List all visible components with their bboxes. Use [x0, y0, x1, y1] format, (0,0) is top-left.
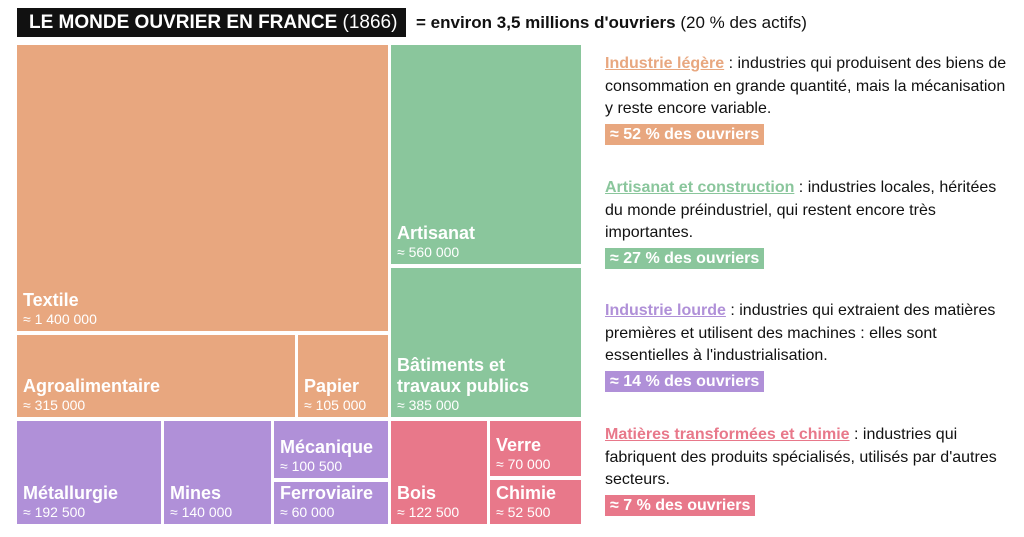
legend-lourde: Industrie lourde : industries qui extrai… — [605, 300, 1010, 393]
tile-label: Métallurgie — [23, 483, 119, 503]
legend-artisanat: Artisanat et construction : industries l… — [605, 177, 1010, 270]
tile-label: Mines — [170, 483, 222, 503]
tile-label: Ferroviaire — [280, 483, 374, 503]
tile-agroalimentaire: Agroalimentaire ≈ 315 000 — [17, 335, 295, 417]
tile-metallurgie: Métallurgie ≈ 192 500 — [17, 421, 161, 524]
subtitle-extra: (20 % des actifs) — [680, 13, 807, 32]
tile-label: Chimie — [496, 483, 557, 503]
tile-verre: Verre ≈ 70 000 — [490, 421, 581, 476]
tile-value: ≈ 385 000 — [397, 397, 460, 413]
tile-value: ≈ 560 000 — [397, 244, 460, 260]
tile-mines: Mines ≈ 140 000 — [164, 421, 271, 524]
tile-label: Agroalimentaire — [23, 376, 161, 396]
chart-subtitle: = environ 3,5 millions d'ouvriers (20 % … — [416, 8, 807, 37]
tile-papier: Papier ≈ 105 000 — [298, 335, 388, 417]
legend-pct-badge: ≈ 52 % des ouvriers — [605, 123, 765, 145]
legend-text: : industries qui fabriquent des produits… — [605, 426, 997, 488]
legend-title: Industrie lourde — [605, 302, 726, 319]
tile-value: ≈ 60 000 — [280, 504, 335, 520]
subtitle-main: = environ 3,5 millions d'ouvriers — [416, 13, 676, 32]
tile-label: Artisanat — [397, 223, 476, 243]
tile-value: ≈ 122 500 — [397, 504, 460, 520]
tile-value: ≈ 52 500 — [496, 504, 551, 520]
legend-text: : industries qui extraient des matières … — [605, 302, 996, 364]
legend-chimie: Matières transformées et chimie : indust… — [605, 424, 1010, 517]
tile-label: Mécanique — [280, 437, 374, 457]
legend-title: Artisanat et construction — [605, 179, 795, 196]
tile-label: Verre — [496, 435, 542, 455]
tile-label: Bois — [397, 483, 437, 503]
title-year: (1866) — [342, 12, 398, 33]
tile-value: ≈ 100 500 — [280, 458, 343, 474]
legend-title: Matières transformées et chimie — [605, 426, 850, 443]
tile-value: ≈ 315 000 — [23, 397, 86, 413]
tile-value: ≈ 1 400 000 — [23, 311, 97, 327]
legend-title: Industrie légère — [605, 55, 725, 72]
tile-chimie: Chimie ≈ 52 500 — [490, 480, 581, 524]
tile-label: Bâtiments et travaux publics — [397, 355, 530, 396]
legend-text: : industries qui produisent des biens de… — [605, 55, 1007, 117]
chart-title: LE MONDE OUVRIER EN FRANCE (1866) — [17, 8, 406, 37]
tile-mecanique: Mécanique ≈ 100 500 — [274, 421, 388, 478]
tile-value: ≈ 105 000 — [304, 397, 367, 413]
legend-pct-badge: ≈ 7 % des ouvriers — [605, 494, 756, 516]
legend-text: : industries locales, héritées du monde … — [605, 179, 997, 241]
legend-pct-badge: ≈ 27 % des ouvriers — [605, 247, 765, 269]
tile-batiments: Bâtiments et travaux publics ≈ 385 000 — [391, 268, 581, 417]
legend-legere: Industrie légère : industries qui produi… — [605, 53, 1010, 146]
tile-artisanat: Artisanat ≈ 560 000 — [391, 45, 581, 264]
title-main: LE MONDE OUVRIER EN FRANCE — [29, 12, 338, 33]
tile-value: ≈ 70 000 — [496, 456, 551, 472]
tile-textile: Textile ≈ 1 400 000 — [17, 45, 388, 331]
legend-pct-badge: ≈ 14 % des ouvriers — [605, 370, 765, 392]
tile-ferroviaire: Ferroviaire ≈ 60 000 — [274, 482, 388, 524]
tile-label: Papier — [304, 376, 360, 396]
tile-value: ≈ 192 500 — [23, 504, 86, 520]
tile-label: Textile — [23, 290, 79, 310]
tile-value: ≈ 140 000 — [170, 504, 233, 520]
tile-bois: Bois ≈ 122 500 — [391, 421, 487, 524]
